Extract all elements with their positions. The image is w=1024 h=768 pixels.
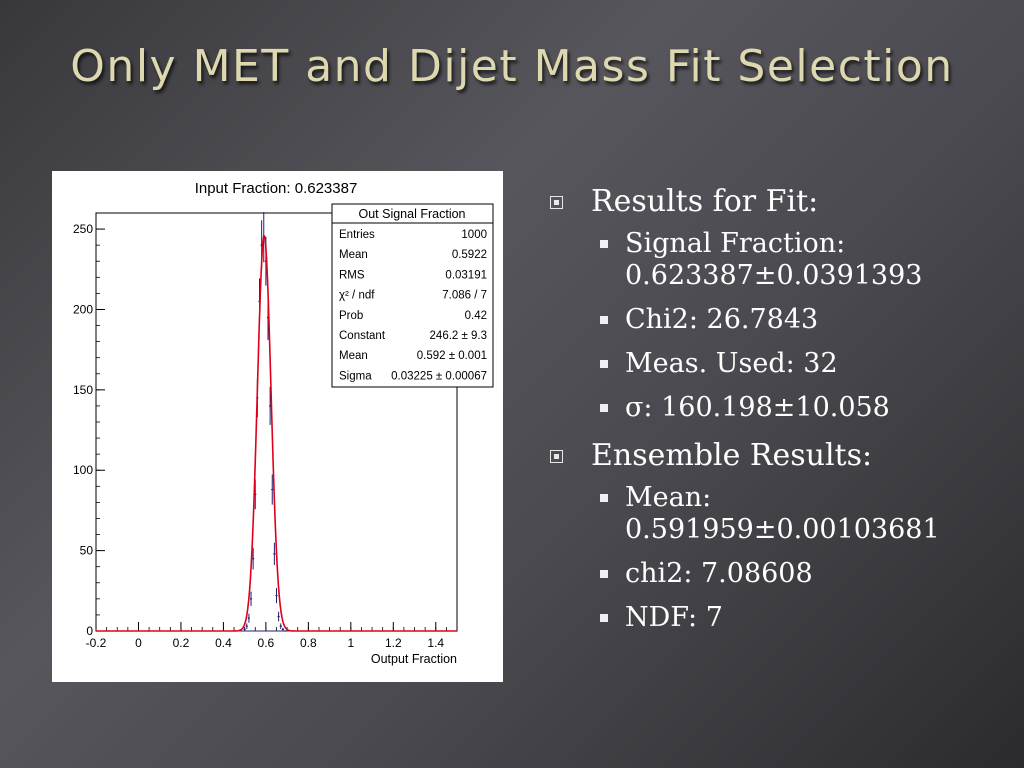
y-tick-label: 0 xyxy=(86,624,93,638)
results-section-heading: Results for Fit: xyxy=(550,182,990,222)
y-tick-label: 100 xyxy=(73,463,93,477)
x-tick-label: -0.2 xyxy=(86,636,107,650)
stats-row-label: Entries xyxy=(339,229,375,241)
results-item-text: chi2: 7.08608 xyxy=(625,558,813,589)
x-tick-label: 1 xyxy=(347,636,354,650)
x-tick-label: 0.8 xyxy=(300,636,317,650)
stats-row-value: 0.03191 xyxy=(445,269,487,281)
stats-row-label: Prob xyxy=(339,310,363,322)
stats-row-value: 0.42 xyxy=(465,310,487,322)
results-item: NDF: 7 xyxy=(600,602,990,634)
stats-row-value: 0.5922 xyxy=(452,249,487,261)
results-item: Mean: 0.591959±0.00103681 xyxy=(600,482,990,546)
y-tick-label: 150 xyxy=(73,383,93,397)
results-section-label: Ensemble Results: xyxy=(591,438,873,473)
x-tick-label: 1.2 xyxy=(385,636,402,650)
results-item-text: σ: 160.198±10.058 xyxy=(625,392,890,423)
square-bullet-icon xyxy=(550,450,563,463)
histogram-bin xyxy=(281,627,284,631)
stats-row-value: 1000 xyxy=(461,229,487,241)
stats-row-value: 0.592 ± 0.001 xyxy=(417,350,487,362)
x-axis-label: Output Fraction xyxy=(371,652,457,666)
results-item: Meas. Used: 32 xyxy=(600,348,990,380)
stats-row-value: 246.2 ± 9.3 xyxy=(430,330,487,342)
histogram-bin xyxy=(271,474,274,505)
x-tick-label: 0 xyxy=(135,636,142,650)
stats-row-label: χ² / ndf xyxy=(339,290,375,302)
stats-row-label: Sigma xyxy=(339,370,372,382)
x-tick-label: 0.2 xyxy=(173,636,190,650)
results-item: chi2: 7.08608 xyxy=(600,558,990,590)
small-square-bullet-icon xyxy=(600,240,608,248)
stats-row-label: RMS xyxy=(339,269,365,281)
histogram-bin xyxy=(277,611,280,622)
small-square-bullet-icon xyxy=(600,494,608,502)
histogram-bin xyxy=(273,542,276,565)
small-square-bullet-icon xyxy=(600,614,608,622)
gaussian-fit-curve xyxy=(96,233,457,632)
slide-title: Only MET and Dijet Mass Fit Selection xyxy=(70,41,954,92)
histogram-chart: Input Fraction: 0.623387 -0.2 0 0.2 0.4 0.6 0… xyxy=(73,180,494,666)
small-square-bullet-icon xyxy=(600,316,608,324)
results-section-heading: Ensemble Results: xyxy=(550,436,990,476)
histogram-panel: Input Fraction: 0.623387 -0.2 0 0.2 0.4 0.6 0… xyxy=(52,171,503,682)
small-square-bullet-icon xyxy=(600,360,608,368)
stats-row-label: Mean xyxy=(339,249,368,261)
results-item: σ: 160.198±10.058 xyxy=(600,392,990,424)
results-item-text: Chi2: 26.7843 xyxy=(625,304,819,335)
small-square-bullet-icon xyxy=(600,404,608,412)
results-item-text: Mean: 0.591959±0.00103681 xyxy=(625,482,940,545)
x-tick-label: 0.6 xyxy=(258,636,275,650)
stats-box-frame xyxy=(331,203,494,388)
results-item: Chi2: 26.7843 xyxy=(600,304,990,336)
results-item-text: NDF: 7 xyxy=(625,602,723,633)
results-item: Signal Fraction: 0.623387±0.0391393 xyxy=(600,228,990,292)
histogram-bin xyxy=(249,591,253,607)
results-item-text: Signal Fraction: 0.623387±0.0391393 xyxy=(625,228,923,291)
results-section-label: Results for Fit: xyxy=(591,184,819,219)
histogram-bin xyxy=(245,623,248,629)
stats-row-label: Constant xyxy=(339,330,386,342)
small-square-bullet-icon xyxy=(600,570,608,578)
stats-row-label: Mean xyxy=(339,350,368,362)
results-item-text: Meas. Used: 32 xyxy=(625,348,838,379)
histogram-bin xyxy=(252,547,255,570)
histogram-bin xyxy=(275,588,278,604)
square-bullet-icon xyxy=(550,196,563,209)
histogram-bin xyxy=(247,613,250,623)
x-tick-label: 1.4 xyxy=(427,636,444,650)
stats-row-value: 0.03225 ± 0.00067 xyxy=(391,370,487,382)
histogram-bin xyxy=(243,627,246,631)
y-tick-label: 200 xyxy=(73,302,93,316)
histogram-bin xyxy=(279,623,282,629)
stats-row-value: 7.086 / 7 xyxy=(442,290,487,302)
stats-box: Out Signal Fraction Entries 1000 Mean 0.592… xyxy=(331,203,494,388)
x-tick-label: 0.4 xyxy=(215,636,232,650)
results-list: Results for Fit: Signal Fraction: 0.62338… xyxy=(550,182,990,646)
stats-box-title: Out Signal Fraction xyxy=(359,207,466,221)
chart-title: Input Fraction: 0.623387 xyxy=(195,180,358,197)
y-tick-label: 250 xyxy=(73,222,93,236)
y-tick-label: 50 xyxy=(80,544,94,558)
